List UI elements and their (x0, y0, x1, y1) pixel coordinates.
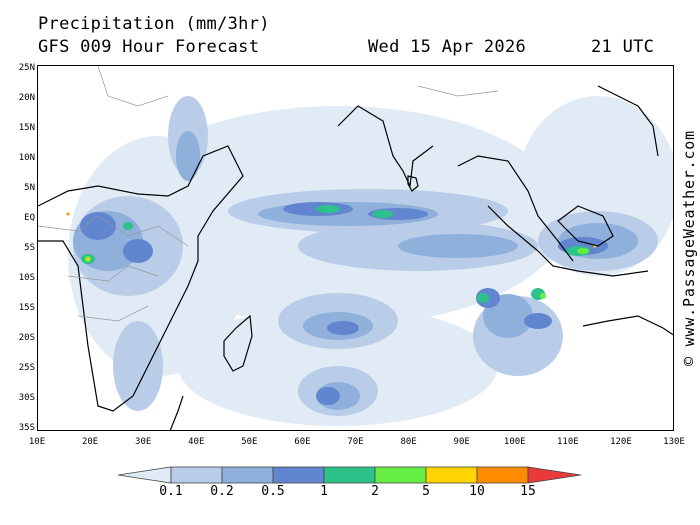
color-scale-legend (118, 466, 582, 484)
legend-swatch (425, 466, 478, 484)
longitude-label: 30E (135, 437, 152, 447)
longitude-label: 50E (241, 437, 258, 447)
latitude-label: 5N (24, 182, 35, 193)
latitude-label: 10N (18, 152, 35, 163)
legend-label: 0.1 (159, 484, 183, 499)
longitude-label: 120E (610, 437, 632, 447)
precipitation-map (37, 65, 674, 431)
legend-swatch (527, 466, 582, 484)
legend-swatch (476, 466, 529, 484)
latitude-label: 15N (18, 122, 35, 133)
latitude-label: 15S (18, 302, 35, 313)
legend-swatch (221, 466, 274, 484)
latitude-label: 10S (18, 272, 35, 283)
legend-swatch (170, 466, 223, 484)
coastlines (38, 85, 673, 430)
precip-field (66, 96, 673, 426)
longitude-label: 20E (81, 437, 99, 447)
legend-swatch (323, 466, 376, 484)
map-canvas (38, 66, 673, 430)
legend-swatch (374, 466, 427, 484)
legend-swatch (118, 466, 172, 484)
legend-label: 15 (520, 484, 536, 499)
latitude-label: 25N (18, 62, 35, 73)
longitude-label: 60E (294, 437, 311, 447)
credit-text: © www.PassageWeather.com (680, 130, 698, 366)
legend-swatch (272, 466, 325, 484)
latitude-label: EQ (24, 212, 35, 223)
latitude-label: 20S (18, 332, 35, 343)
latitude-label: 5S (24, 242, 35, 253)
forecast-time: 21 UTC (591, 37, 655, 57)
longitude-label: 100E (503, 437, 526, 447)
longitude-label: 80E (400, 437, 417, 447)
longitude-label: 110E (556, 437, 579, 447)
latitude-label: 35S (18, 422, 35, 433)
longitude-label: 130E (663, 437, 685, 447)
legend-label: 0.5 (261, 484, 285, 499)
legend-label: 10 (469, 484, 485, 499)
latitude-label: 25S (18, 362, 35, 373)
longitude-label: 70E (347, 437, 364, 447)
legend-label: 0.2 (210, 484, 234, 499)
forecast-label: GFS 009 Hour Forecast (38, 37, 260, 57)
longitude-label: 40E (188, 437, 205, 447)
legend-label: 5 (422, 484, 430, 499)
map-title: Precipitation (mm/3hr) (38, 14, 270, 34)
longitude-label: 90E (453, 437, 470, 447)
latitude-label: 20N (18, 92, 35, 103)
forecast-date: Wed 15 Apr 2026 (368, 37, 527, 57)
legend-label: 2 (371, 484, 379, 499)
country-borders (38, 66, 499, 322)
longitude-label: 10E (28, 437, 46, 447)
legend-label: 1 (320, 484, 328, 499)
latitude-label: 30S (18, 392, 35, 403)
